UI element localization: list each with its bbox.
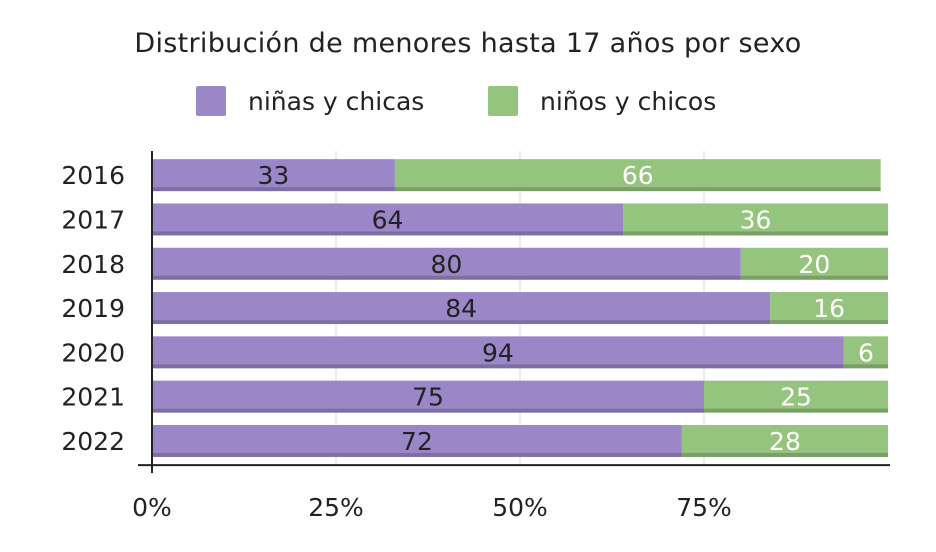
bar-shadow bbox=[152, 187, 395, 192]
bar-shadow bbox=[681, 452, 888, 457]
data-label-ninas: 75 bbox=[412, 383, 444, 412]
y-category-label: 2022 bbox=[61, 427, 125, 456]
data-label-ninas: 64 bbox=[372, 205, 404, 234]
bar-ninos[interactable] bbox=[394, 159, 881, 192]
bar-ninas[interactable] bbox=[152, 159, 395, 192]
bar-shadow bbox=[704, 408, 888, 413]
y-category-label: 2016 bbox=[61, 161, 125, 190]
y-category-label: 2019 bbox=[61, 294, 125, 323]
y-category-label: 2021 bbox=[61, 383, 125, 412]
data-label-ninas: 80 bbox=[430, 250, 462, 279]
bar-shadow bbox=[770, 320, 888, 325]
data-label-ninos: 28 bbox=[769, 427, 801, 456]
bar-ninos[interactable] bbox=[623, 203, 888, 236]
data-label-ninas: 33 bbox=[258, 161, 290, 190]
bar-shadow bbox=[152, 364, 844, 369]
x-tick-label: 0% bbox=[132, 493, 172, 522]
bar-shadow bbox=[740, 275, 888, 280]
data-label-ninos: 16 bbox=[813, 294, 845, 323]
data-label-ninos: 25 bbox=[780, 383, 812, 412]
data-label-ninas: 84 bbox=[445, 294, 477, 323]
bar-shadow bbox=[152, 452, 682, 457]
data-label-ninos: 6 bbox=[858, 338, 874, 367]
y-category-label: 2017 bbox=[61, 205, 125, 234]
legend-swatch-ninos bbox=[488, 86, 518, 116]
legend-item-ninos[interactable]: niños y chicos bbox=[488, 86, 716, 116]
bar-ninos[interactable] bbox=[704, 380, 888, 413]
data-label-ninas: 72 bbox=[401, 427, 433, 456]
legend-swatch-ninas bbox=[196, 86, 226, 116]
data-label-ninos: 36 bbox=[740, 205, 772, 234]
bar-ninas[interactable] bbox=[152, 292, 771, 325]
bar-ninos[interactable] bbox=[843, 336, 888, 369]
bar-shadow bbox=[623, 231, 888, 236]
bar-ninos[interactable] bbox=[740, 247, 888, 280]
bar-shadow bbox=[152, 408, 704, 413]
chart-title: Distribución de menores hasta 17 años po… bbox=[134, 28, 802, 59]
legend-item-ninas[interactable]: niñas y chicas bbox=[196, 86, 424, 116]
y-category-label: 2020 bbox=[61, 338, 125, 367]
bar-shadow bbox=[152, 275, 741, 280]
data-label-ninos: 66 bbox=[622, 161, 654, 190]
bar-ninas[interactable] bbox=[152, 203, 624, 236]
x-tick-label: 25% bbox=[308, 493, 364, 522]
bar-ninas[interactable] bbox=[152, 336, 844, 369]
bar-ninas[interactable] bbox=[152, 424, 682, 457]
legend: niñas y chicas niños y chicos bbox=[0, 86, 936, 126]
bar-shadow bbox=[152, 320, 771, 325]
legend-label-ninas: niñas y chicas bbox=[248, 86, 425, 116]
bar-ninos[interactable] bbox=[770, 292, 888, 325]
x-tick-label: 75% bbox=[676, 493, 732, 522]
x-tick-label: 50% bbox=[492, 493, 548, 522]
bar-shadow bbox=[843, 364, 888, 369]
bar-ninas[interactable] bbox=[152, 247, 741, 280]
legend-label-ninos: niños y chicos bbox=[540, 86, 717, 116]
bar-shadow bbox=[394, 187, 881, 192]
data-label-ninos: 20 bbox=[798, 250, 830, 279]
bar-ninas[interactable] bbox=[152, 380, 704, 413]
data-label-ninas: 94 bbox=[482, 338, 514, 367]
y-category-label: 2018 bbox=[61, 250, 125, 279]
bar-shadow bbox=[152, 231, 624, 236]
bar-ninos[interactable] bbox=[681, 424, 888, 457]
